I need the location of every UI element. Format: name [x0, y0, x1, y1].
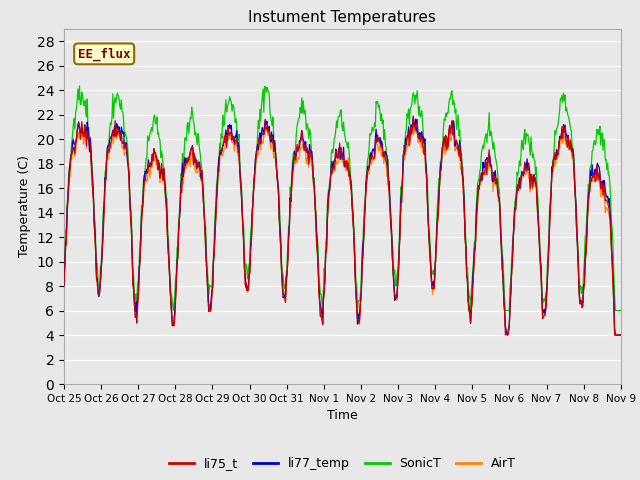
li77_temp — [504, 332, 511, 338]
li75_t — [617, 332, 625, 338]
li75_t — [184, 156, 192, 161]
li77_temp — [214, 180, 221, 186]
AirT — [617, 332, 625, 338]
AirT — [70, 145, 78, 151]
li77_temp — [60, 283, 68, 289]
AirT — [504, 332, 511, 338]
AirT — [60, 282, 68, 288]
SonicT — [76, 83, 83, 89]
li75_t — [214, 185, 221, 191]
li77_temp — [410, 114, 417, 120]
SonicT — [428, 272, 436, 277]
li75_t — [127, 225, 135, 230]
Y-axis label: Temperature (C): Temperature (C) — [18, 156, 31, 257]
SonicT — [170, 308, 177, 313]
li77_temp — [127, 224, 135, 229]
li75_t — [70, 144, 78, 150]
li77_temp — [411, 123, 419, 129]
SonicT — [215, 160, 223, 166]
SonicT — [128, 236, 136, 242]
li77_temp — [428, 269, 435, 275]
li77_temp — [70, 141, 78, 146]
X-axis label: Time: Time — [327, 409, 358, 422]
li75_t — [502, 332, 509, 338]
SonicT — [60, 272, 68, 277]
li75_t — [428, 274, 435, 279]
Legend: li75_t, li77_temp, SonicT, AirT: li75_t, li77_temp, SonicT, AirT — [164, 453, 521, 475]
li75_t — [60, 283, 68, 288]
Line: li77_temp: li77_temp — [64, 117, 621, 335]
li75_t — [411, 126, 419, 132]
Text: EE_flux: EE_flux — [78, 47, 131, 60]
li75_t — [410, 113, 417, 119]
Line: AirT: AirT — [64, 122, 621, 335]
AirT — [127, 228, 135, 233]
SonicT — [70, 116, 78, 121]
li77_temp — [184, 158, 192, 164]
Line: SonicT: SonicT — [64, 86, 621, 311]
AirT — [410, 130, 418, 135]
AirT — [428, 272, 435, 277]
AirT — [214, 190, 221, 196]
AirT — [184, 162, 192, 168]
AirT — [413, 120, 421, 125]
Line: li75_t: li75_t — [64, 116, 621, 335]
SonicT — [186, 122, 193, 128]
SonicT — [617, 308, 625, 313]
li77_temp — [617, 332, 625, 338]
Title: Instument Temperatures: Instument Temperatures — [248, 10, 436, 25]
SonicT — [412, 92, 419, 98]
